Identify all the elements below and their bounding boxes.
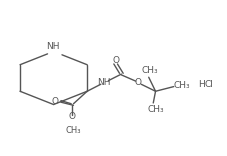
Text: NH: NH <box>45 41 59 51</box>
Text: NH: NH <box>97 78 111 87</box>
Text: CH₃: CH₃ <box>65 126 81 135</box>
Text: O: O <box>112 56 119 65</box>
Text: CH₃: CH₃ <box>147 105 163 114</box>
Text: Cl: Cl <box>203 80 212 89</box>
Text: O: O <box>69 112 76 121</box>
Text: H: H <box>197 80 204 89</box>
Text: CH₃: CH₃ <box>141 66 158 75</box>
Text: CH₃: CH₃ <box>173 81 189 90</box>
Text: O: O <box>134 78 141 87</box>
Text: O: O <box>51 97 58 106</box>
